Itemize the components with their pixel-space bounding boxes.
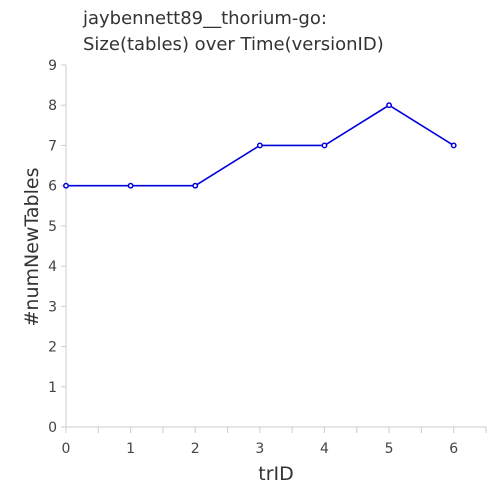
chart-title-line-2: Size(tables) over Time(versionID) (83, 34, 384, 55)
y-tick-label: 9 (48, 58, 57, 74)
data-point (386, 102, 393, 109)
y-tick-label: 0 (48, 420, 57, 436)
x-tick-label: 6 (449, 441, 458, 457)
x-axis-label: trID (258, 463, 294, 485)
x-tick-label: 0 (62, 441, 71, 457)
y-tick-label: 6 (48, 179, 57, 195)
y-axis-ticks: 0 1 2 3 4 5 6 7 8 9 (48, 58, 66, 436)
chart-title-line-1: jaybennett89__thorium-go: (82, 8, 327, 29)
chart-title: jaybennett89__thorium-go: Size(tables) o… (82, 8, 384, 55)
data-point (256, 142, 263, 149)
y-axis-label: #numNewTables (21, 168, 43, 327)
x-tick-label: 1 (126, 441, 135, 457)
y-tick-label: 2 (48, 340, 57, 356)
y-tick-label: 3 (48, 299, 57, 315)
y-tick-label: 7 (48, 138, 57, 154)
y-tick-label: 4 (48, 259, 57, 275)
series-group (63, 102, 457, 189)
y-tick-label: 8 (48, 98, 57, 114)
x-tick-label: 4 (320, 441, 329, 457)
data-point (127, 182, 134, 189)
data-point (192, 182, 199, 189)
data-point (450, 142, 457, 149)
x-axis-ticks: 0 1 2 3 4 5 6 (62, 427, 487, 457)
x-tick-label: 2 (191, 441, 200, 457)
y-tick-label: 1 (48, 380, 57, 396)
data-point (63, 182, 69, 189)
x-tick-label: 3 (255, 441, 264, 457)
x-tick-label: 5 (385, 441, 394, 457)
data-point (321, 142, 328, 149)
y-tick-label: 5 (48, 219, 57, 235)
